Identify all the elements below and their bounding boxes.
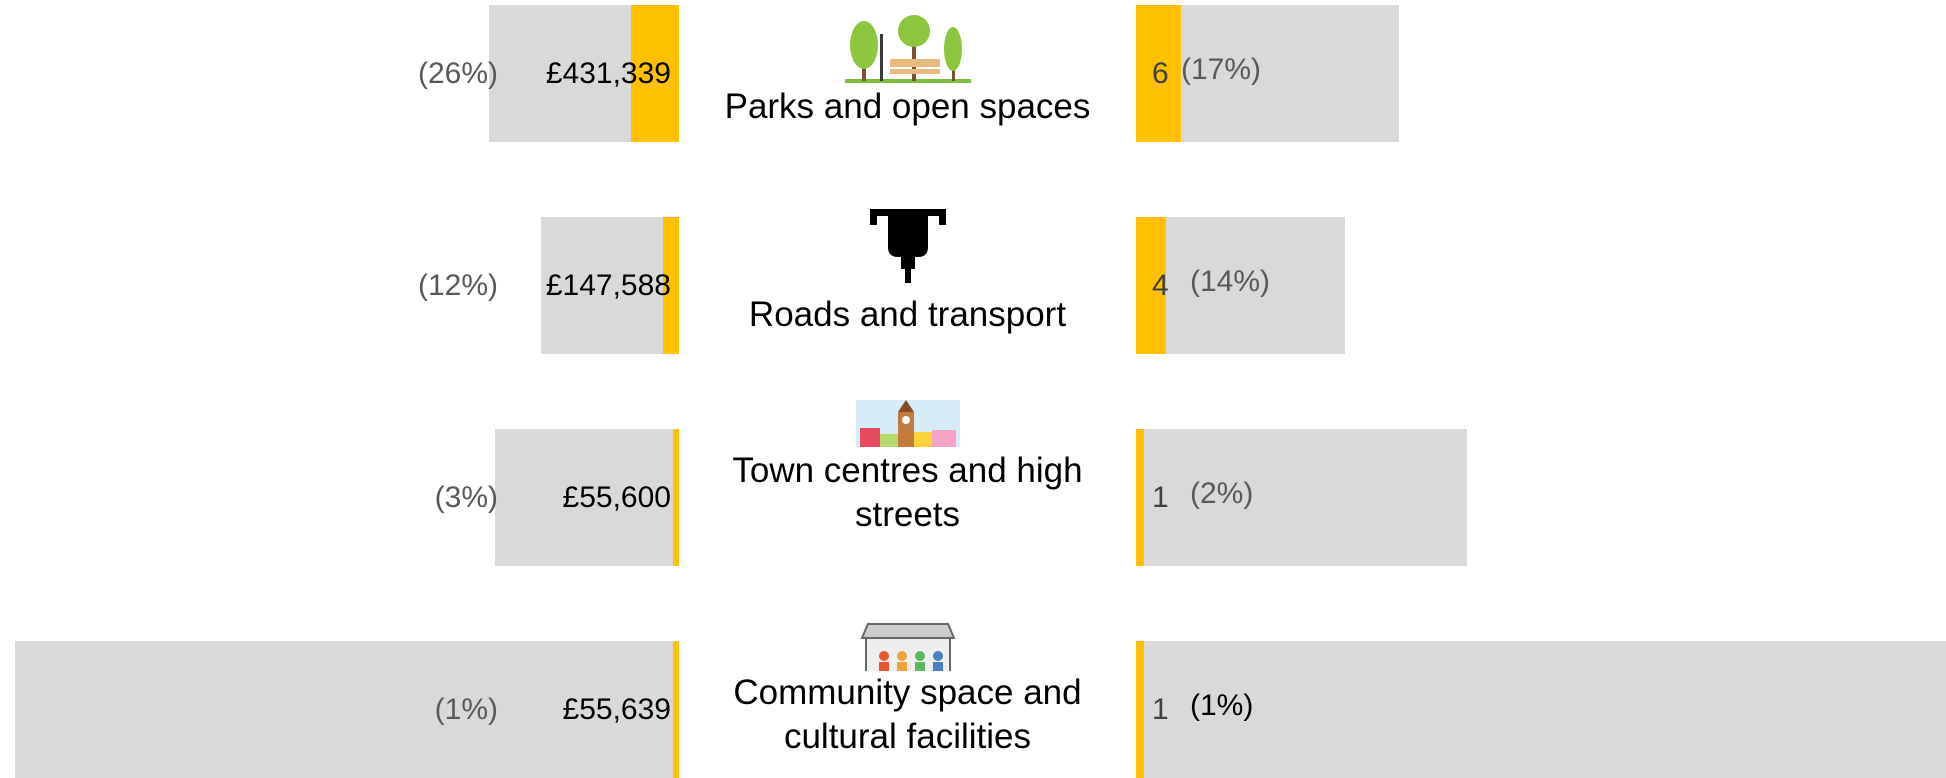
amount-label: £55,600 [562, 481, 671, 514]
amount-share-label: (26%) [417, 57, 498, 90]
panel [541, 217, 679, 354]
amount-share-label: (3%) [434, 481, 498, 514]
icon-park [844, 15, 971, 83]
bar-amount [662, 217, 679, 354]
panel [1136, 641, 1946, 778]
bar-amount [672, 641, 679, 778]
icon-town [855, 400, 960, 447]
count-share-label: (17%) [1181, 53, 1262, 86]
category: Parks and open spaces [689, 0, 1126, 129]
bar-amount [631, 5, 679, 142]
bar-count [1136, 5, 1181, 142]
count-label: 1 [1152, 693, 1169, 726]
count-label: 4 [1152, 269, 1169, 302]
amount-label: £431,339 [545, 57, 671, 90]
icon-community [859, 623, 956, 671]
bar-count [1136, 217, 1166, 354]
count-share-label: (14%) [1190, 265, 1271, 298]
icon-drill [869, 209, 946, 283]
panel [15, 641, 679, 778]
amount-label: £147,588 [545, 269, 671, 302]
category: Roads and transport [689, 200, 1126, 337]
category: Town centres and high streets [689, 400, 1126, 537]
bar-count [1136, 429, 1144, 566]
amount-share-label: (12%) [417, 269, 498, 302]
count-label: 6 [1152, 57, 1169, 90]
count-share-label: (1%) [1190, 689, 1254, 722]
category-label: Parks and open spaces [724, 87, 1091, 126]
category-label: Town centres and high streets [732, 451, 1083, 534]
amount-share-label: (1%) [434, 693, 498, 726]
amount-label: £55,639 [562, 693, 671, 726]
panel [1136, 217, 1345, 354]
category-label: Roads and transport [748, 295, 1067, 334]
category: Community space and cultural facilities [689, 622, 1126, 759]
bar-count [1136, 641, 1144, 778]
category-label: Community space and cultural facilities [733, 673, 1082, 756]
bar-amount [672, 429, 679, 566]
count-share-label: (2%) [1190, 477, 1254, 510]
panel [1136, 429, 1467, 566]
count-label: 1 [1152, 481, 1169, 514]
panel [495, 429, 679, 566]
